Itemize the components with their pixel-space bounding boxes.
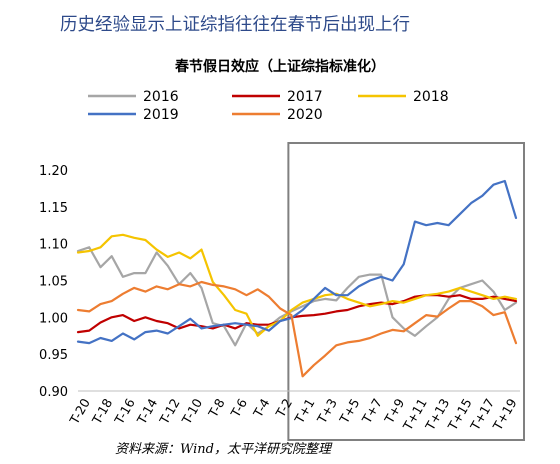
legend-label-2016: 2016 <box>143 89 179 105</box>
source-note: 资料来源：Wind，太平洋研究院整理 <box>115 441 333 457</box>
x-tick-label: T-10 <box>178 396 205 428</box>
legend-label-2018: 2018 <box>413 89 449 105</box>
x-tick-label: T+5 <box>336 396 363 427</box>
series-line-2017 <box>76 294 518 334</box>
y-tick-label: 1.15 <box>39 201 68 216</box>
highlight-box <box>287 142 525 441</box>
x-tick-label: T+3 <box>313 396 340 427</box>
x-tick-label: T-20 <box>66 396 93 428</box>
series-line-2020 <box>76 280 518 378</box>
legend-label-2020: 2020 <box>287 107 323 123</box>
x-tick-label: T+7 <box>358 396 385 427</box>
chart-title: 春节假日效应（上证综指标准化） <box>174 58 385 75</box>
series-layer <box>76 179 518 378</box>
x-tick-label: T-6 <box>227 396 250 421</box>
x-tick-label: T-4 <box>250 396 273 421</box>
series-line-2019 <box>76 179 518 345</box>
y-tick-label: 1.10 <box>39 238 68 253</box>
x-tick-label: T-18 <box>88 396 115 428</box>
y-tick-label: 0.90 <box>39 385 68 400</box>
x-tick-label: T-14 <box>133 396 160 428</box>
legend: 2016 2017 2018 2019 2020 <box>88 89 449 123</box>
figure-heading: 历史经验显示上证综指往往在春节后出现上行 <box>60 15 410 35</box>
y-tick-label: 1.05 <box>39 275 68 290</box>
legend-label-2019: 2019 <box>143 107 179 123</box>
x-tick-label: T+1 <box>291 396 318 427</box>
x-tick-label: T-8 <box>205 396 228 421</box>
series-line-2018 <box>76 233 518 337</box>
y-tick-label: 1.20 <box>39 164 68 179</box>
x-tick-label: T-12 <box>156 396 183 428</box>
series-line-2016 <box>76 246 518 347</box>
x-tick-label: T-16 <box>111 396 138 428</box>
legend-label-2017: 2017 <box>287 89 323 105</box>
y-tick-label: 1.00 <box>39 311 68 326</box>
y-tick-label: 0.95 <box>39 348 68 363</box>
